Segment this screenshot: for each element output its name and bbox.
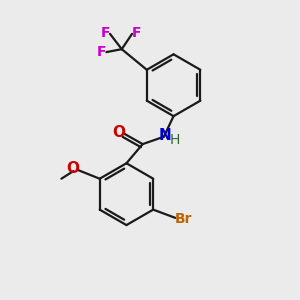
Text: H: H: [169, 133, 180, 147]
Text: O: O: [112, 125, 125, 140]
Text: F: F: [132, 26, 142, 40]
Text: N: N: [158, 128, 171, 143]
Text: F: F: [97, 45, 106, 59]
Text: Br: Br: [175, 212, 192, 226]
Text: O: O: [66, 161, 79, 176]
Text: F: F: [100, 26, 110, 40]
